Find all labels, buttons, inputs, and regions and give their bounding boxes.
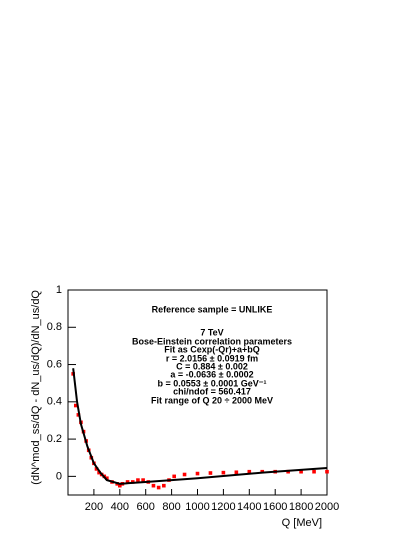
annotation: r = 2.0156 ± 0.0919 fm xyxy=(166,353,258,363)
x-tick-label: 800 xyxy=(162,501,180,513)
data-point xyxy=(162,483,166,488)
annotation: a = -0.0636 ± 0.0002 xyxy=(170,369,253,379)
y-tick-label: 0 xyxy=(56,470,62,482)
data-point xyxy=(172,474,176,479)
annotation: Fit as Cexp(-Qr)+a+bQ xyxy=(164,344,260,354)
x-tick-label: 2000 xyxy=(315,501,339,513)
x-tick-label: 200 xyxy=(85,501,103,513)
data-point xyxy=(141,478,145,482)
data-point xyxy=(221,470,226,475)
annotation: Fit range of Q 20 ÷ 2000 MeV xyxy=(151,395,273,405)
y-tick-label: 0.4 xyxy=(47,396,62,408)
y-tick-label: 0.8 xyxy=(47,321,62,333)
data-point xyxy=(312,469,316,474)
annotation: chi/ndof = 560.417 xyxy=(173,386,251,396)
x-tick-label: 1800 xyxy=(289,501,313,513)
x-axis-label: Q [MeV] xyxy=(282,517,322,529)
data-point xyxy=(247,469,252,474)
x-tick-label: 1200 xyxy=(211,501,235,513)
data-point xyxy=(195,471,200,476)
x-tick-label: 400 xyxy=(111,501,129,513)
data-point xyxy=(94,467,99,471)
data-point xyxy=(156,485,161,490)
data-point xyxy=(182,472,187,477)
annotation: C = 0.884 ± 0.002 xyxy=(176,361,248,371)
data-point xyxy=(125,480,130,484)
x-tick-label: 1400 xyxy=(237,501,261,513)
data-point xyxy=(105,476,109,481)
data-point xyxy=(136,478,140,482)
y-tick-label: 0.2 xyxy=(47,433,62,445)
y-tick-label: 1 xyxy=(56,284,62,296)
annotation: Reference sample = UNLIKE xyxy=(152,304,273,314)
y-axis-label: (dN^mod_ss/dQ - dN_us/dQ)/dN_us/dQ xyxy=(30,290,42,485)
annotation: 7 TeV xyxy=(200,327,223,337)
data-point xyxy=(208,471,213,475)
data-point xyxy=(234,470,239,475)
annotation: Bose-Einstein correlation parameters xyxy=(132,336,292,346)
x-tick-label: 600 xyxy=(137,501,155,513)
data-point xyxy=(299,469,303,474)
y-tick-label: 0.6 xyxy=(47,358,62,370)
fit-line xyxy=(72,368,328,485)
x-tick-label: 1000 xyxy=(185,501,209,513)
data-point xyxy=(73,403,78,408)
x-tick-label: 1600 xyxy=(263,501,287,513)
annotation: b = 0.0553 ± 0.0001 GeV⁻¹ xyxy=(157,378,266,388)
data-point xyxy=(325,469,329,474)
data-point xyxy=(97,470,101,475)
data-point xyxy=(151,483,156,488)
data-point xyxy=(118,483,122,488)
